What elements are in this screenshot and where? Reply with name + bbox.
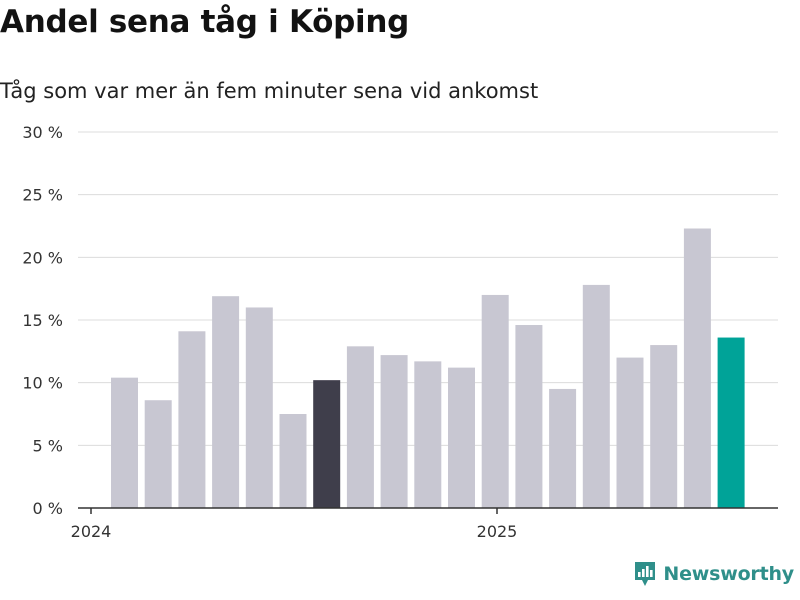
bar	[481, 294, 509, 508]
x-tick-label: 2025	[477, 522, 518, 541]
bar	[346, 346, 374, 508]
bar	[582, 284, 610, 508]
bar	[448, 367, 475, 508]
bar	[144, 400, 172, 508]
y-tick-label: 20 %	[22, 248, 63, 267]
bar	[683, 228, 711, 509]
bar	[515, 325, 543, 508]
newsworthy-logo-icon	[635, 562, 656, 586]
y-tick-label: 0 %	[33, 499, 63, 518]
y-tick-label: 30 %	[22, 123, 63, 142]
bars	[111, 228, 745, 509]
y-tick-label: 25 %	[22, 186, 63, 205]
bar	[178, 331, 206, 508]
bar	[279, 414, 307, 508]
bar	[380, 355, 408, 508]
bar	[414, 361, 442, 508]
bar	[212, 296, 240, 508]
y-tick-label: 5 %	[33, 436, 63, 455]
bar	[111, 377, 138, 508]
bar	[616, 357, 644, 508]
bar	[717, 337, 745, 508]
bar	[245, 307, 273, 508]
bar	[549, 388, 577, 508]
brand-name: Newsworthy	[663, 563, 794, 585]
y-tick-label: 15 %	[22, 311, 63, 330]
x-axis-ticks: 2024 2025	[71, 508, 518, 541]
y-tick-label: 10 %	[22, 374, 63, 393]
x-tick-label: 2024	[71, 522, 112, 541]
chart-subtitle: Tåg som var mer än fem minuter sena vid …	[0, 79, 539, 103]
brand: Newsworthy	[633, 560, 794, 588]
bar	[313, 380, 341, 508]
y-axis-ticks: 0 % 5 % 10 % 15 % 20 % 25 % 30 %	[22, 123, 63, 518]
chart-title: Andel sena tåg i Köping	[0, 4, 410, 40]
bar	[650, 345, 678, 508]
